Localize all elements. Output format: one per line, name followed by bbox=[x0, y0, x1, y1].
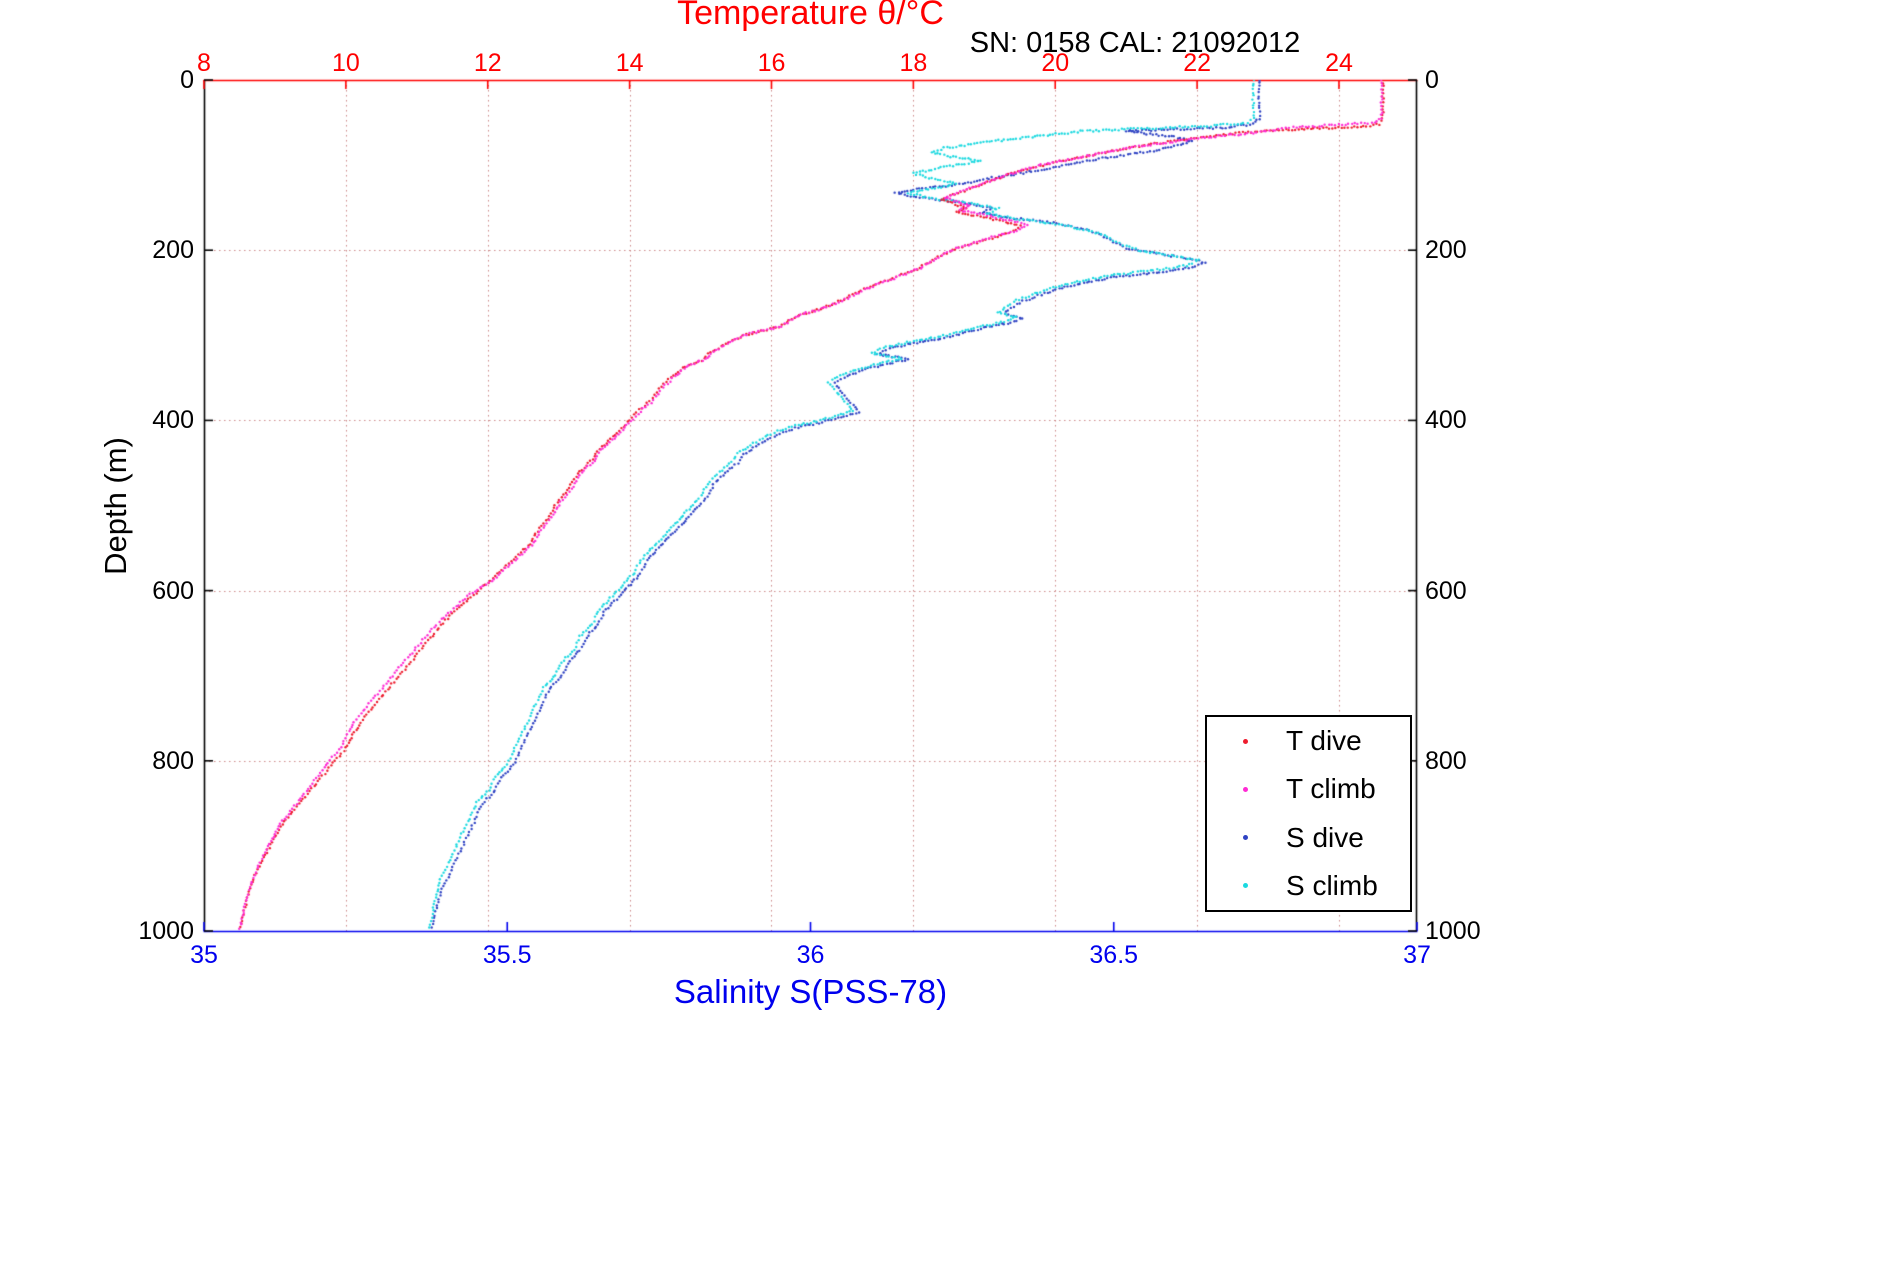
depth-axis-right-tick-1000: 1000 bbox=[1425, 917, 1481, 945]
salinity-axis-tick-35.5: 35.5 bbox=[482, 941, 532, 969]
temp-axis-tick-10: 10 bbox=[331, 49, 360, 77]
depth-axis-left-tick-400: 400 bbox=[152, 406, 194, 435]
legend: T dive T climb S dive S climb bbox=[1205, 715, 1412, 912]
temp-axis-tick-12: 12 bbox=[473, 49, 502, 77]
temp-axis-tick-16: 16 bbox=[757, 49, 786, 77]
temp-axis-tick-8: 8 bbox=[197, 49, 211, 77]
legend-label-s-dive: S dive bbox=[1286, 821, 1364, 853]
depth-axis-left-tick-800: 800 bbox=[152, 746, 194, 775]
chart-subtitle: SN: 0158 CAL: 21092012 bbox=[969, 27, 1301, 59]
depth-axis-label: Depth (m) bbox=[98, 437, 133, 575]
s-dive-marker-icon bbox=[1243, 835, 1248, 841]
salinity-axis-tick-36.5: 36.5 bbox=[1089, 941, 1139, 969]
legend-item-s-dive: S dive bbox=[1207, 816, 1410, 860]
legend-item-s-climb: S climb bbox=[1207, 864, 1410, 908]
salinity-axis-label: Salinity S(PSS-78) bbox=[673, 973, 948, 1010]
depth-axis-right-tick-0: 0 bbox=[1425, 66, 1439, 94]
depth-axis-left-tick-200: 200 bbox=[152, 236, 194, 265]
legend-label-t-dive: T dive bbox=[1286, 725, 1362, 757]
t-dive-marker-icon bbox=[1243, 738, 1248, 744]
legend-item-t-dive: T dive bbox=[1207, 719, 1410, 763]
temp-axis-tick-24: 24 bbox=[1325, 49, 1353, 77]
salinity-axis-tick-36: 36 bbox=[796, 941, 825, 969]
depth-axis-left-tick-1000: 1000 bbox=[138, 917, 194, 945]
depth-axis-right-tick-400: 400 bbox=[1425, 406, 1467, 435]
temp-axis-tick-20: 20 bbox=[1041, 49, 1070, 77]
t-climb-marker-icon bbox=[1243, 786, 1248, 792]
chart-title: Temperature θ/°C bbox=[677, 0, 944, 32]
s-climb-marker-icon bbox=[1243, 883, 1248, 889]
legend-label-s-climb: S climb bbox=[1286, 869, 1378, 901]
temp-axis-tick-14: 14 bbox=[615, 49, 644, 77]
depth-axis-right-tick-200: 200 bbox=[1425, 236, 1467, 265]
legend-label-t-climb: T climb bbox=[1286, 773, 1376, 805]
legend-item-t-climb: T climb bbox=[1207, 767, 1410, 811]
depth-axis-right-tick-600: 600 bbox=[1425, 576, 1467, 605]
salinity-axis-tick-35: 35 bbox=[190, 941, 218, 969]
depth-axis-left-tick-600: 600 bbox=[152, 576, 194, 605]
temp-axis-tick-18: 18 bbox=[899, 49, 928, 77]
depth-axis-right-tick-800: 800 bbox=[1425, 746, 1467, 775]
temp-axis-tick-22: 22 bbox=[1183, 49, 1211, 77]
salinity-axis-tick-37: 37 bbox=[1403, 941, 1431, 969]
depth-axis-left-tick-0: 0 bbox=[180, 66, 194, 94]
